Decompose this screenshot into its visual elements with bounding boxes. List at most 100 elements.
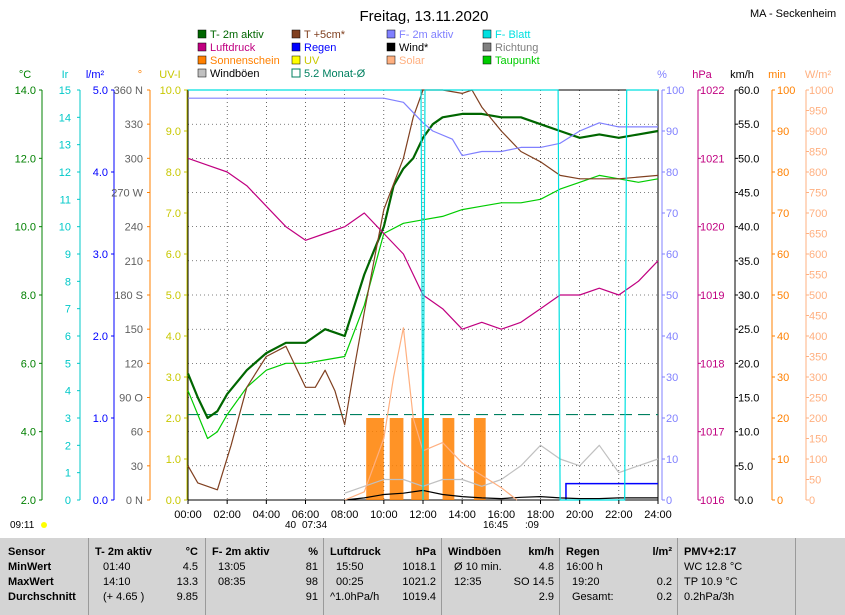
stats-col-pressure: Luftdruck hPa 15:50 1018.1 00:25 1021.2 … xyxy=(323,538,442,615)
axis-tick-label-dir: 360 N xyxy=(114,85,143,97)
legend-label: F- Blatt xyxy=(495,29,530,41)
axis-tick-label-solar: 150 xyxy=(809,434,827,446)
axis-tick-label-dir: 90 O xyxy=(119,393,143,405)
axis-tick-label-solar: 800 xyxy=(809,167,827,179)
data-series xyxy=(186,89,659,501)
stats-unit: % xyxy=(308,546,318,558)
axis-tick-label-press: 1019 xyxy=(700,290,724,302)
stat-time: 01:40 xyxy=(103,561,131,573)
x-tick-label: 24:00 xyxy=(644,509,672,521)
stats-col-wind: Windböen km/h Ø 10 min. 4.8 12:35 SO 14.… xyxy=(441,538,560,615)
axis-tick-label-sun: 100 xyxy=(777,85,795,97)
axis-tick-label-temp: 14.0 xyxy=(15,85,36,97)
axis-tick-label-ir: 14 xyxy=(59,112,71,124)
axis-tick-label-solar: 700 xyxy=(809,208,827,220)
legend-swatch xyxy=(291,55,301,65)
axis-tick-label-wind: 45.0 xyxy=(738,188,759,200)
x-tick-label: 18:00 xyxy=(527,509,555,521)
axis-tick-label-solar: 1000 xyxy=(809,85,833,97)
axis-tick-label-hum: 30 xyxy=(666,372,678,384)
axis-tick-label-temp: 8.0 xyxy=(21,290,36,302)
stat-value: 4.5 xyxy=(182,561,198,573)
axis-tick-label-ir: 9 xyxy=(65,249,71,261)
axis-tick-label-dir: 60 xyxy=(131,427,143,439)
axis-tick-label-hum: 80 xyxy=(666,167,678,179)
sun-moon-row: 09:11 40 07:34 16:45 :09 xyxy=(10,520,539,531)
axis-tick-label-press: 1021 xyxy=(700,153,724,165)
stat-time: 12:35 xyxy=(454,576,482,588)
axis-unit-rain: l/m² xyxy=(86,69,105,81)
stat-label: 16:00 h xyxy=(566,561,603,573)
axis-tick-label-ir: 7 xyxy=(65,304,71,316)
stat-value: 1018.1 xyxy=(402,561,436,573)
sunshine-bar xyxy=(411,418,429,500)
axis-tick-label-rain: 4.0 xyxy=(93,167,108,179)
axis-tick-label-ir: 6 xyxy=(65,331,71,343)
axis-tick-label-solar: 450 xyxy=(809,311,827,323)
series-line-solar xyxy=(344,327,518,501)
axis-tick-label-solar: 500 xyxy=(809,290,827,302)
stat-time: 13:05 xyxy=(218,561,246,573)
axis-tick-label-sun: 80 xyxy=(777,167,789,179)
axis-tick-label-press: 1020 xyxy=(700,222,724,234)
axis-tick-label-temp: 6.0 xyxy=(21,358,36,370)
axis-unit-hum: % xyxy=(657,69,667,81)
axis-unit-solar: W/m² xyxy=(805,69,832,81)
station-name: MA - Seckenheim xyxy=(750,8,836,20)
axis-tick-label-hum: 100 xyxy=(666,85,684,97)
axis-tick-label-ir: 13 xyxy=(59,140,71,152)
series-line-t-5cm xyxy=(187,89,659,491)
legend-swatch xyxy=(291,29,301,39)
axis-tick-label-solar: 750 xyxy=(809,188,827,200)
axis-tick-label-ir: 5 xyxy=(65,358,71,370)
stat-value: 1021.2 xyxy=(402,576,436,588)
stat-time: 08:35 xyxy=(218,576,246,588)
legend-swatch xyxy=(291,68,301,78)
axis-tick-label-hum: 50 xyxy=(666,290,678,302)
axis-tick-label-dir: 330 xyxy=(125,119,143,131)
row-label-min: MinWert xyxy=(8,561,52,573)
sunshine-bar xyxy=(389,418,404,500)
stats-header: Sensor xyxy=(8,546,46,558)
legend-label: Taupunkt xyxy=(495,55,540,67)
axis-tick-label-wind: 25.0 xyxy=(738,324,759,336)
axis-tick-label-press: 1022 xyxy=(700,85,724,97)
axis-tick-label-uv: 6.0 xyxy=(166,249,181,261)
legend-swatch xyxy=(482,55,492,65)
legend: T- 2m aktiv T +5cm* F- 2m aktiv F- Blatt Luf… xyxy=(197,29,540,80)
axis-tick-label-press: 1017 xyxy=(700,427,724,439)
stat-time: 19:20 xyxy=(572,576,600,588)
legend-label: Luftdruck xyxy=(210,42,256,54)
series-line-f-blatt xyxy=(188,89,658,501)
stat-trend: ^1.0hPa/h xyxy=(330,591,380,603)
stats-col-temp: T- 2m aktiv °C 01:40 4.5 14:10 13.3 (+ 4… xyxy=(88,538,206,615)
left-axes: 14.012.010.08.06.04.02.01514131211109876… xyxy=(15,85,188,507)
stat-time: 15:50 xyxy=(336,561,364,573)
series-line-wind xyxy=(344,489,658,501)
legend-swatch xyxy=(386,55,396,65)
stats-header: Regen xyxy=(566,546,600,558)
stat-value: 81 xyxy=(305,561,318,573)
axis-tick-label-solar: 400 xyxy=(809,331,827,343)
axis-unit-temp: °C xyxy=(19,69,31,81)
axis-tick-label-press: 1018 xyxy=(700,358,724,370)
stat-value: 0.2 xyxy=(656,576,672,588)
stat-time: 00:25 xyxy=(336,576,364,588)
axis-tick-label-hum: 20 xyxy=(666,413,678,425)
x-tick-label: 20:00 xyxy=(566,509,594,521)
stat-value: 13.3 xyxy=(176,576,198,588)
axis-tick-label-sun: 20 xyxy=(777,413,789,425)
axis-tick-label-dir: 270 W xyxy=(111,188,143,200)
series-line-windb-en xyxy=(344,444,659,494)
axis-tick-label-hum: 70 xyxy=(666,208,678,220)
row-label-avg: Durchschnitt xyxy=(8,591,76,603)
axis-tick-label-solar: 650 xyxy=(809,229,827,241)
legend-swatch xyxy=(386,42,396,52)
axis-tick-label-wind: 55.0 xyxy=(738,119,759,131)
legend-swatch xyxy=(386,29,396,39)
axis-tick-label-dir: 150 xyxy=(125,324,143,336)
x-tick-label: 00:00 xyxy=(174,509,202,521)
axis-tick-label-sun: 30 xyxy=(777,372,789,384)
axis-tick-label-uv: 10.0 xyxy=(160,85,181,97)
axis-unit-labels: °C Ir l/m² ° UV-I% hPa km/h min W/m² xyxy=(19,69,832,81)
